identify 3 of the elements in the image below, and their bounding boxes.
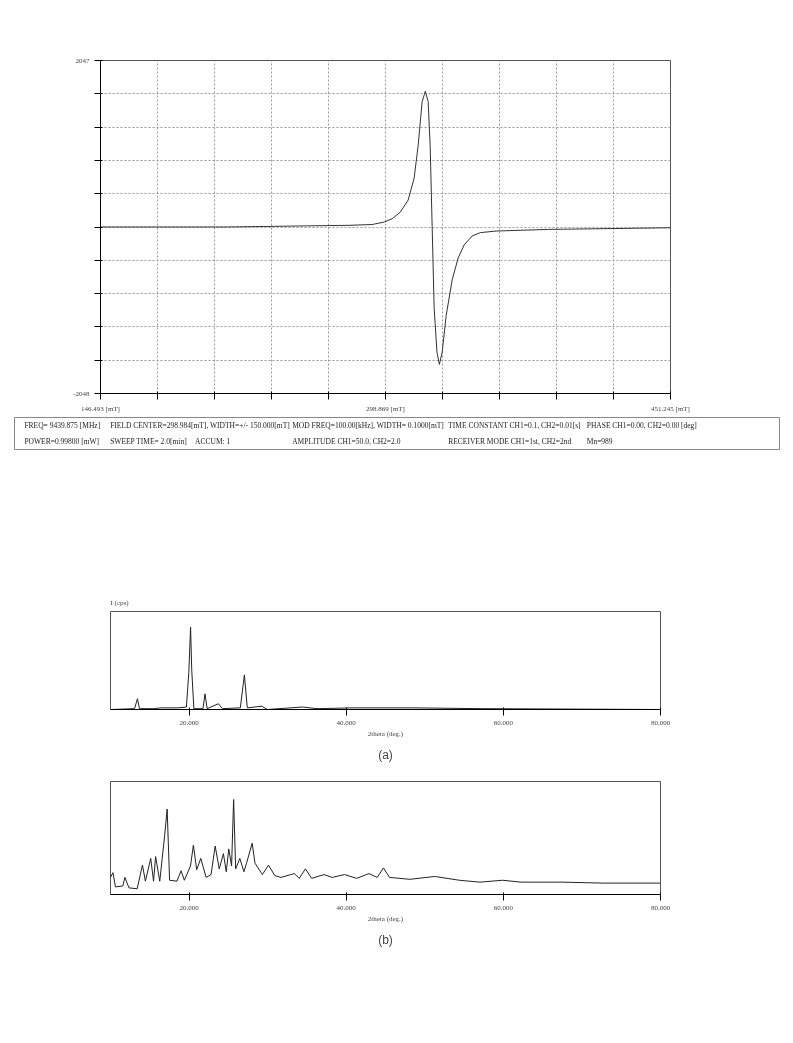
line-series — [100, 90, 671, 365]
text: (b) — [378, 932, 393, 947]
text: (a) — [378, 747, 393, 762]
